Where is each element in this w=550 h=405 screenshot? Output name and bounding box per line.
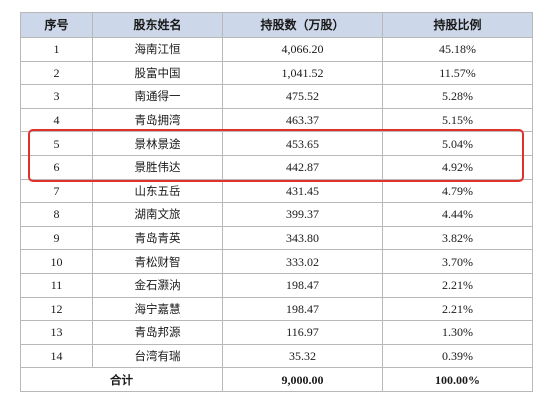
table-row: 4 青岛拥湾 463.37 5.15% [20, 107, 533, 133]
table-row: 2 股富中国 1,041.52 11.57% [20, 60, 533, 86]
row-index: 5 [20, 131, 93, 156]
row-shareholder-name: 青岛邦源 [92, 320, 223, 345]
row-ratio: 4.79% [382, 178, 533, 204]
row-index: 14 [20, 343, 93, 369]
row-index: 7 [20, 178, 93, 204]
row-shareholder-name: 股富中国 [92, 60, 223, 86]
shareholder-table: 序号 股东姓名 持股数（万股） 持股比例 1 海南江恒 4,066.20 45.18%… [20, 12, 533, 392]
row-ratio: 3.70% [382, 249, 533, 274]
row-index: 8 [20, 202, 93, 227]
row-ratio: 5.28% [382, 84, 533, 109]
table-row: 7 山东五岳 431.45 4.79% [20, 178, 533, 204]
row-ratio: 4.44% [382, 202, 533, 227]
row-index: 12 [20, 296, 93, 322]
row-shareholder-name: 山东五岳 [92, 178, 223, 204]
row-shares: 442.87 [222, 154, 383, 180]
row-shareholder-name: 台湾有瑞 [92, 343, 223, 369]
row-index: 13 [20, 320, 93, 345]
row-ratio: 5.04% [382, 131, 533, 156]
table-row: 14 台湾有瑞 35.32 0.39% [20, 343, 533, 369]
table-row: 10 青松财智 333.02 3.70% [20, 249, 533, 274]
header-shares: 持股数（万股） [222, 12, 383, 38]
row-shareholder-name: 海宁嘉慧 [92, 296, 223, 322]
row-shareholder-name: 金石灏汭 [92, 272, 223, 298]
row-ratio: 2.21% [382, 296, 533, 322]
table-row: 6 景胜伟达 442.87 4.92% [20, 154, 533, 180]
table-row: 13 青岛邦源 116.97 1.30% [20, 320, 533, 345]
table-row: 8 湖南文旅 399.37 4.44% [20, 202, 533, 227]
row-shareholder-name: 青岛青英 [92, 225, 223, 251]
row-index: 2 [20, 60, 93, 86]
row-shareholder-name: 青松财智 [92, 249, 223, 274]
table-header-row: 序号 股东姓名 持股数（万股） 持股比例 [20, 12, 533, 38]
table-total-row: 合计 9,000.00 100.00% [20, 367, 533, 392]
row-shares: 399.37 [222, 202, 383, 227]
row-shares: 343.80 [222, 225, 383, 251]
row-ratio: 11.57% [382, 60, 533, 86]
row-index: 10 [20, 249, 93, 274]
total-label: 合计 [20, 367, 223, 392]
row-ratio: 5.15% [382, 107, 533, 133]
row-index: 6 [20, 154, 93, 180]
table-row: 1 海南江恒 4,066.20 45.18% [20, 37, 533, 62]
row-index: 4 [20, 107, 93, 133]
header-ratio: 持股比例 [382, 12, 533, 38]
row-ratio: 1.30% [382, 320, 533, 345]
row-shares: 35.32 [222, 343, 383, 369]
row-shareholder-name: 景胜伟达 [92, 154, 223, 180]
row-shareholder-name: 青岛拥湾 [92, 107, 223, 133]
row-ratio: 2.21% [382, 272, 533, 298]
row-shareholder-name: 南通得一 [92, 84, 223, 109]
row-ratio: 45.18% [382, 37, 533, 62]
total-ratio: 100.00% [382, 367, 533, 392]
header-shareholder-name: 股东姓名 [92, 12, 223, 38]
row-index: 11 [20, 272, 93, 298]
row-shares: 1,041.52 [222, 60, 383, 86]
row-ratio: 3.82% [382, 225, 533, 251]
row-shareholder-name: 海南江恒 [92, 37, 223, 62]
shareholder-table-container: 序号 股东姓名 持股数（万股） 持股比例 1 海南江恒 4,066.20 45.18%… [20, 12, 533, 392]
table-body: 1 海南江恒 4,066.20 45.18% 2 股富中国 1,041.52 11.57% 3 南… [20, 37, 533, 369]
total-shares: 9,000.00 [222, 367, 383, 392]
row-index: 9 [20, 225, 93, 251]
row-shares: 116.97 [222, 320, 383, 345]
row-shareholder-name: 湖南文旅 [92, 202, 223, 227]
table-row: 3 南通得一 475.52 5.28% [20, 84, 533, 109]
row-shareholder-name: 景林景途 [92, 131, 223, 156]
row-shares: 453.65 [222, 131, 383, 156]
header-index: 序号 [20, 12, 93, 38]
row-index: 1 [20, 37, 93, 62]
row-shares: 463.37 [222, 107, 383, 133]
row-shares: 333.02 [222, 249, 383, 274]
table-row: 12 海宁嘉慧 198.47 2.21% [20, 296, 533, 322]
row-index: 3 [20, 84, 93, 109]
row-shares: 431.45 [222, 178, 383, 204]
row-ratio: 4.92% [382, 154, 533, 180]
table-row: 11 金石灏汭 198.47 2.21% [20, 272, 533, 298]
table-row: 9 青岛青英 343.80 3.82% [20, 225, 533, 251]
row-shares: 198.47 [222, 296, 383, 322]
table-row: 5 景林景途 453.65 5.04% [20, 131, 533, 156]
row-ratio: 0.39% [382, 343, 533, 369]
row-shares: 198.47 [222, 272, 383, 298]
row-shares: 4,066.20 [222, 37, 383, 62]
row-shares: 475.52 [222, 84, 383, 109]
